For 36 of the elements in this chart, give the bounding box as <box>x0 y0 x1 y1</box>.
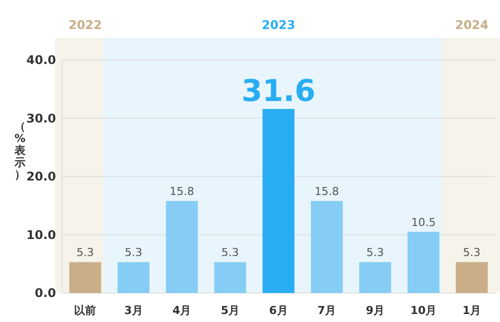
y-tick-label: 30.0 <box>26 111 56 126</box>
data-label: 5.3 <box>463 246 481 260</box>
x-tick-label: 9月 <box>366 304 384 317</box>
x-tick-label: 以前 <box>74 304 96 317</box>
x-tick-label: 3月 <box>124 304 143 317</box>
data-label: 10.5 <box>411 216 436 229</box>
bar <box>69 262 102 293</box>
bar <box>359 262 392 293</box>
data-label: 5.3 <box>76 246 94 260</box>
y-tick-label: 40.0 <box>26 53 56 67</box>
data-label: 15.8 <box>170 184 194 198</box>
x-tick-label: 4月 <box>172 304 192 317</box>
bar <box>214 262 246 293</box>
y-axis-title: （%表示） <box>14 120 26 181</box>
data-label: 15.8 <box>314 184 340 198</box>
data-label: 5.3 <box>124 246 142 260</box>
x-tick-label: 1月 <box>462 304 482 317</box>
y-tick-label: 20.0 <box>26 170 56 184</box>
bar <box>262 108 294 293</box>
y-tick-label: 0.0 <box>34 286 56 300</box>
band-label: 2024 <box>455 18 489 32</box>
x-tick-label: 5月 <box>220 304 240 317</box>
bar <box>166 200 198 293</box>
data-label: 5.3 <box>366 246 384 260</box>
x-tick-label: 10月 <box>410 304 437 317</box>
data-label: 31.6 <box>241 74 316 109</box>
x-tick-label: 6月 <box>269 304 288 317</box>
band-label: 2023 <box>262 18 296 32</box>
bar <box>456 262 488 293</box>
x-tick-label: 7月 <box>318 304 336 317</box>
y-tick-label: 10.0 <box>26 228 56 242</box>
band-label: 2022 <box>68 18 102 32</box>
data-label: 5.3 <box>221 246 239 260</box>
bar <box>118 262 150 293</box>
bar <box>408 232 440 293</box>
bar <box>310 200 343 293</box>
